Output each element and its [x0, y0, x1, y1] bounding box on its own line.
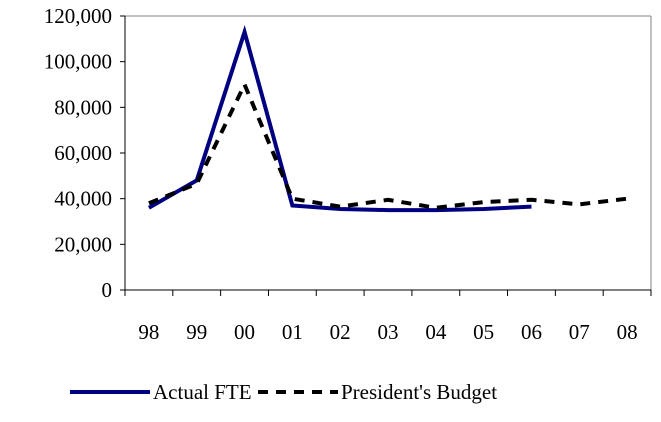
y-tick-label: 100,000 — [44, 50, 112, 74]
y-tick-label: 120,000 — [44, 4, 112, 28]
x-tick-label: 05 — [473, 320, 494, 344]
x-tick-label: 07 — [569, 320, 590, 344]
x-tick-label: 06 — [521, 320, 542, 344]
legend-label-presidents-budget: President's Budget — [341, 380, 497, 404]
legend: Actual FTE President's Budget — [70, 380, 497, 404]
x-tick-label: 08 — [617, 320, 638, 344]
x-tick-label: 98 — [138, 320, 159, 344]
x-tick-label: 04 — [425, 320, 447, 344]
y-tick-label: 0 — [102, 278, 113, 302]
legend-label-actual-fte: Actual FTE — [153, 380, 252, 404]
y-tick-label: 60,000 — [54, 141, 112, 165]
x-tick-label: 99 — [186, 320, 207, 344]
y-tick-label: 80,000 — [54, 95, 112, 119]
axes-layer: 0 20,000 40,000 60,000 80,000 100,000 120,000 9… — [44, 4, 651, 344]
y-tick-label: 20,000 — [54, 232, 112, 256]
y-tick-label: 40,000 — [54, 187, 112, 211]
series-line-actual-fte — [149, 32, 532, 210]
x-tick-label: 02 — [330, 320, 351, 344]
x-tick-label: 01 — [282, 320, 303, 344]
x-tick-label: 03 — [378, 320, 399, 344]
x-tick-label: 00 — [234, 320, 255, 344]
series-layer — [149, 32, 627, 210]
